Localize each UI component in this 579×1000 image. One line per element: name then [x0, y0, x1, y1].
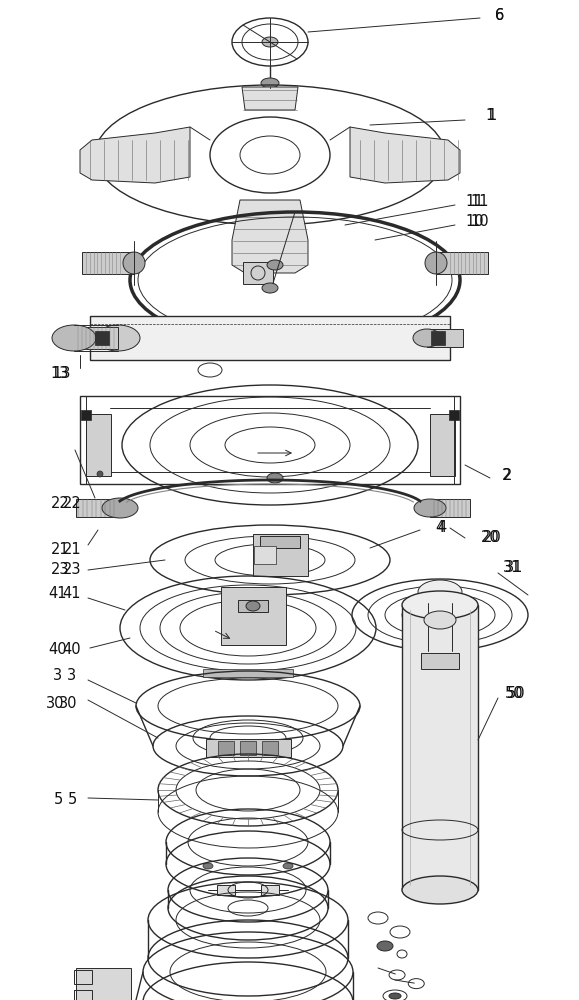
Text: 30: 30 [46, 696, 64, 710]
Bar [81, 410, 91, 420]
Text: 31: 31 [503, 560, 521, 576]
Bar [240, 741, 256, 755]
Text: 21: 21 [51, 542, 69, 558]
Text: 4: 4 [437, 520, 446, 534]
Text: 20: 20 [483, 530, 501, 546]
Bar [252, 534, 307, 576]
Bar [221, 587, 285, 645]
Text: 3: 3 [67, 668, 76, 684]
Polygon shape [402, 605, 478, 890]
Text: 40: 40 [49, 643, 67, 658]
Bar [427, 329, 463, 347]
Ellipse shape [418, 580, 462, 604]
Polygon shape [80, 127, 190, 183]
Bar [80, 396, 460, 484]
Text: 23: 23 [63, 562, 81, 578]
Text: 50: 50 [507, 686, 525, 702]
Ellipse shape [413, 329, 441, 347]
Ellipse shape [52, 325, 96, 351]
Ellipse shape [425, 252, 447, 274]
Text: 22: 22 [50, 495, 69, 510]
Bar [261, 885, 279, 895]
Bar [416, 645, 448, 653]
Text: 5: 5 [53, 792, 63, 808]
Ellipse shape [123, 252, 145, 274]
Text: 6: 6 [496, 7, 505, 22]
Text: 4: 4 [435, 520, 445, 534]
Text: 41: 41 [49, 586, 67, 601]
Bar [430, 414, 455, 476]
Ellipse shape [102, 498, 138, 518]
Text: 11: 11 [471, 194, 489, 209]
Ellipse shape [389, 993, 401, 999]
Text: 11: 11 [466, 194, 484, 209]
Ellipse shape [283, 863, 293, 869]
Polygon shape [232, 200, 308, 273]
Text: 5: 5 [67, 792, 76, 808]
Text: 22: 22 [63, 495, 82, 510]
Text: 2: 2 [503, 468, 512, 483]
Bar [74, 327, 118, 349]
Text: 23: 23 [51, 562, 69, 578]
Text: 10: 10 [466, 215, 484, 230]
Bar [203, 669, 293, 677]
Bar [75, 968, 130, 1000]
Text: 1: 1 [488, 108, 497, 123]
Bar [260, 536, 300, 548]
Ellipse shape [261, 78, 279, 88]
Bar [238, 600, 268, 612]
Ellipse shape [262, 283, 278, 293]
Bar [254, 546, 276, 564]
Ellipse shape [414, 499, 446, 517]
Bar [431, 331, 445, 345]
Ellipse shape [402, 591, 478, 619]
Bar [206, 739, 291, 757]
Text: 50: 50 [505, 686, 523, 702]
Bar [82, 252, 134, 274]
Bar [74, 990, 92, 1000]
Ellipse shape [402, 876, 478, 904]
Ellipse shape [267, 473, 283, 483]
Text: 20: 20 [481, 530, 499, 546]
Ellipse shape [262, 37, 278, 47]
Bar [430, 499, 470, 517]
Bar [76, 499, 120, 517]
Text: 30: 30 [58, 696, 77, 710]
Text: 41: 41 [63, 586, 81, 601]
Bar [436, 252, 488, 274]
Text: 31: 31 [505, 560, 523, 576]
Ellipse shape [424, 611, 456, 629]
Bar [74, 970, 92, 984]
Bar [90, 316, 450, 360]
Text: 21: 21 [63, 542, 81, 558]
Polygon shape [242, 87, 298, 110]
Bar [449, 410, 459, 420]
Text: 10: 10 [471, 215, 489, 230]
Ellipse shape [377, 941, 393, 951]
Text: 6: 6 [496, 7, 505, 22]
Text: 2: 2 [503, 468, 512, 483]
Ellipse shape [96, 325, 140, 351]
Bar [218, 741, 234, 755]
Text: 40: 40 [63, 643, 81, 658]
Ellipse shape [203, 863, 213, 869]
Ellipse shape [246, 601, 260, 611]
Bar [95, 331, 109, 345]
Bar [262, 741, 278, 755]
Text: 3: 3 [53, 668, 63, 684]
Text: 13: 13 [51, 366, 69, 381]
Text: 13: 13 [53, 366, 71, 381]
Text: 1: 1 [485, 108, 494, 123]
Polygon shape [350, 127, 460, 183]
Bar [243, 262, 273, 284]
Bar [217, 885, 235, 895]
Ellipse shape [97, 471, 103, 477]
Bar [86, 414, 111, 476]
Ellipse shape [267, 260, 283, 270]
Bar [421, 653, 459, 669]
